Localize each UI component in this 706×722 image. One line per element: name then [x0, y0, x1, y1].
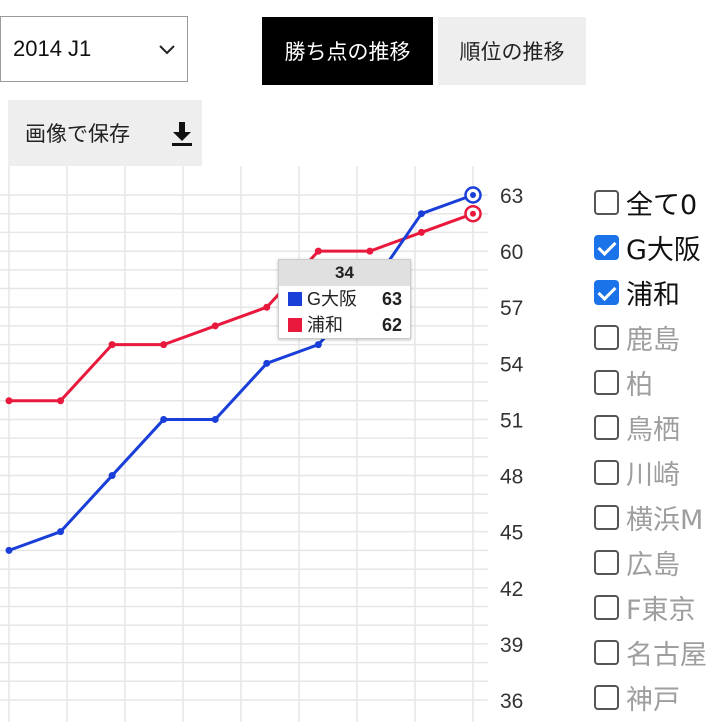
y-tick-label: 63 [500, 185, 523, 208]
team-filter-item[interactable]: 柏 [594, 360, 653, 404]
data-point [160, 341, 168, 349]
data-point [211, 415, 219, 423]
y-tick-label: 54 [500, 353, 524, 376]
data-point [417, 228, 425, 236]
team-filter-label: 神戸 [626, 684, 680, 716]
season-select[interactable]: 2014 J1 [0, 16, 188, 82]
data-point [263, 359, 271, 367]
series-line-g-osaka [8, 193, 474, 552]
team-filter-item[interactable]: 神戸 [594, 675, 680, 719]
team-filter-label: 全て0 [626, 189, 698, 221]
team-filter-label: 柏 [626, 369, 653, 401]
points-chart: 63 60 57 54 51 48 45 42 39 36 [0, 166, 524, 722]
data-point [211, 322, 219, 330]
download-icon [172, 122, 192, 146]
team-filter-item[interactable]: 全て0 [594, 180, 697, 224]
checkbox-unchecked-icon[interactable] [594, 639, 619, 665]
team-filter-item[interactable]: 広島 [594, 540, 680, 584]
data-point [5, 546, 13, 554]
team-filter-item[interactable]: G大阪 [594, 225, 701, 269]
checkbox-checked-icon[interactable] [594, 234, 619, 260]
y-tick-label: 48 [500, 466, 523, 489]
tooltip-row-urawa: 浦和 62 [279, 312, 410, 338]
team-filter-label: 横浜M [626, 504, 704, 536]
save-image-button[interactable]: 画像で保存 [8, 100, 202, 166]
checkbox-unchecked-icon[interactable] [594, 369, 619, 395]
checkbox-checked-icon[interactable] [594, 279, 619, 305]
checkbox-unchecked-icon[interactable] [594, 189, 619, 215]
tab-points-progress[interactable]: 勝ち点の推移 [262, 17, 433, 85]
y-tick-label: 57 [500, 297, 523, 320]
data-point [57, 397, 65, 405]
team-filter-label: 鹿島 [626, 324, 680, 356]
tooltip-swatch-g-osaka [288, 292, 302, 306]
team-filter-item[interactable]: 浦和 [594, 270, 680, 314]
checkbox-unchecked-icon[interactable] [594, 549, 619, 575]
tooltip-value-g-osaka: 63 [381, 289, 402, 309]
team-filter-label: 広島 [626, 549, 680, 581]
team-filter-label: 川崎 [626, 459, 680, 491]
team-filter-item[interactable]: 名古屋 [594, 630, 706, 674]
chevron-down-icon [159, 45, 175, 55]
team-filter-label: 浦和 [626, 279, 680, 311]
y-tick-label: 45 [500, 522, 523, 545]
checkbox-unchecked-icon[interactable] [594, 594, 619, 620]
data-point [417, 210, 425, 218]
data-point [5, 397, 13, 405]
checkbox-unchecked-icon[interactable] [594, 324, 619, 350]
y-tick-label: 36 [500, 690, 523, 713]
checkbox-unchecked-icon[interactable] [594, 414, 619, 440]
team-filter-label: 名古屋 [626, 639, 706, 671]
y-tick-label: 51 [500, 409, 523, 432]
series-line-urawa [9, 212, 474, 403]
data-point [108, 341, 116, 349]
tooltip-team-urawa: 浦和 [307, 315, 343, 335]
save-image-label: 画像で保存 [25, 122, 130, 146]
team-filter-item[interactable]: 川崎 [594, 450, 680, 494]
tooltip-swatch-urawa [288, 318, 302, 332]
team-filter-item[interactable]: F東京 [594, 585, 696, 629]
tooltip-row-g-osaka: G大阪 63 [279, 286, 410, 312]
team-filter-item[interactable]: 鹿島 [594, 315, 680, 359]
data-point-highlight-core [470, 192, 476, 198]
y-tick-label: 60 [500, 241, 523, 264]
team-filter-item[interactable]: 横浜M [594, 495, 703, 539]
data-point [314, 341, 322, 349]
data-point [160, 415, 168, 423]
team-filter-label: 鳥栖 [626, 414, 680, 446]
y-axis-ticks: 63 60 57 54 51 48 45 42 39 36 [500, 185, 524, 713]
grid-horizontal [0, 194, 488, 701]
data-point [57, 528, 65, 536]
data-point [108, 472, 116, 480]
data-point-highlight-core [470, 210, 476, 217]
chart-tooltip: 34 G大阪 63 浦和 62 [278, 259, 411, 339]
team-filter-item[interactable]: 鳥栖 [594, 405, 680, 449]
data-point [314, 247, 322, 255]
grid-vertical [8, 166, 474, 722]
data-point [263, 303, 271, 311]
checkbox-unchecked-icon[interactable] [594, 504, 619, 530]
team-filter-label: G大阪 [626, 234, 701, 266]
tooltip-round: 34 [279, 260, 410, 286]
checkbox-unchecked-icon[interactable] [594, 459, 619, 485]
data-point [366, 247, 374, 255]
series-layer [5, 186, 482, 554]
y-tick-label: 39 [500, 634, 523, 657]
tab-rank-progress[interactable]: 順位の推移 [438, 17, 586, 85]
team-filter-list: 全て0 G大阪浦和鹿島柏鳥栖川崎横浜M 広島 F東京名古屋神戸 [594, 180, 706, 722]
y-tick-label: 42 [500, 578, 523, 601]
checkbox-unchecked-icon[interactable] [594, 684, 619, 710]
tooltip-team-g-osaka: G大阪 [307, 289, 358, 309]
tooltip-value-urawa: 62 [381, 315, 402, 335]
season-select-value: 2014 J1 [13, 36, 92, 61]
team-filter-label: F東京 [626, 594, 696, 626]
